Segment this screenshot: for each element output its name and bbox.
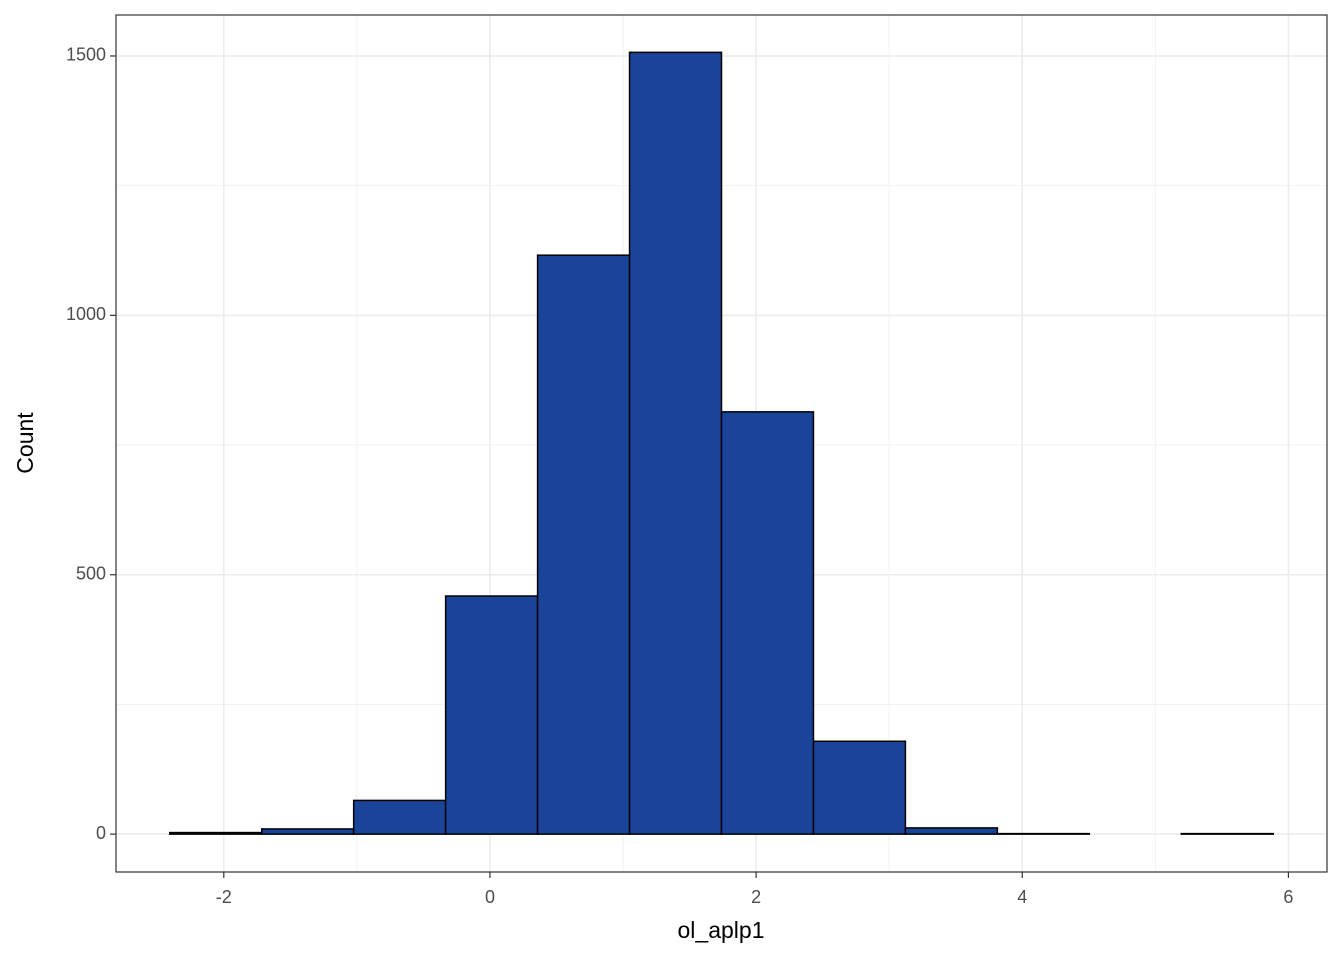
bar [812, 740, 907, 835]
bar [352, 799, 447, 835]
x-axis-label: ol_aplp1 [678, 917, 765, 943]
bar [904, 827, 999, 835]
bar [1180, 832, 1274, 835]
bar [996, 832, 1091, 835]
y-tick-label: 0 [96, 823, 106, 843]
y-tick-label: 1000 [66, 304, 106, 324]
bar [169, 831, 263, 835]
x-tick-label: 6 [1283, 887, 1293, 907]
bar [536, 254, 631, 835]
bar [720, 411, 815, 835]
x-tick-label: 2 [751, 887, 761, 907]
y-axis-label: Count [12, 412, 38, 474]
bar [260, 828, 355, 835]
y-tick-label: 500 [76, 563, 106, 583]
x-tick-label: -2 [216, 887, 232, 907]
bar [444, 595, 539, 835]
x-tick-label: 0 [485, 887, 495, 907]
plot-border [115, 14, 1328, 873]
bar [628, 51, 723, 835]
y-tick-label: 1500 [66, 45, 106, 65]
x-tick-label: 4 [1017, 887, 1027, 907]
